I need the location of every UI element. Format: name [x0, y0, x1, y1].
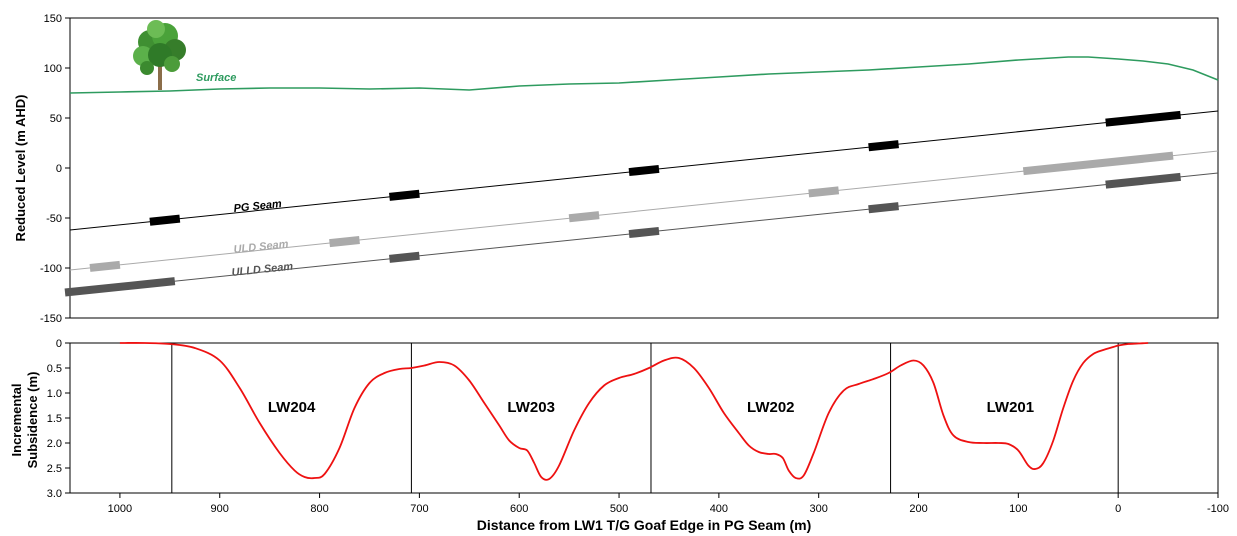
seam-marker — [389, 251, 420, 263]
reduced-level-axis-label: Reduced Level (m AHD) — [13, 95, 28, 242]
y-tick-label: 0 — [56, 338, 62, 350]
subsidence-axis-label-line1: Incremental — [9, 384, 24, 457]
x-tick-label: 300 — [810, 503, 828, 515]
surface-line — [69, 56, 1219, 94]
seam-marker — [628, 164, 660, 177]
y-tick-label: 0 — [56, 163, 62, 175]
seam-marker — [64, 277, 176, 297]
x-tick-label: 700 — [410, 503, 428, 515]
x-tick-label: 800 — [310, 503, 328, 515]
y-tick-label: 1.5 — [47, 413, 62, 425]
panel-label: LW201 — [987, 399, 1035, 416]
y-tick-label: 2.0 — [47, 438, 62, 450]
panel-label: LW202 — [747, 399, 795, 416]
y-tick-label: 50 — [50, 113, 62, 125]
subsidence-curve — [119, 342, 1149, 481]
y-tick-label: 100 — [44, 63, 62, 75]
y-tick-label: -50 — [46, 213, 62, 225]
subsidence-plot-frame — [69, 342, 1219, 494]
panel-markers — [64, 110, 1181, 297]
panel-labels: LW204 LW203 LW202 LW201 — [268, 399, 1034, 416]
cross-section-y-ticks: 150 100 50 0 -50 -100 -150 — [40, 13, 70, 325]
x-tick-label: 100 — [1009, 503, 1027, 515]
x-axis-ticks: 1000 900 800 700 600 500 400 300 200 100 0 -100 — [108, 493, 1229, 515]
seam-marker — [329, 236, 360, 248]
cross-section-panel: 150 100 50 0 -50 -100 -150 Surface PG Seam ULD… — [13, 13, 1219, 325]
seam-marker — [868, 202, 899, 214]
subsidence-y-ticks: 0 0.5 1.0 1.5 2.0 2.5 3.0 — [47, 338, 70, 500]
seam-marker — [149, 214, 181, 226]
x-tick-label: 400 — [710, 503, 728, 515]
x-tick-label: 900 — [211, 503, 229, 515]
y-tick-label: 0.5 — [47, 363, 62, 375]
y-tick-label: -150 — [40, 313, 62, 325]
seam-marker — [868, 140, 899, 152]
x-axis-label: Distance from LW1 T/G Goaf Edge in PG Se… — [477, 517, 812, 533]
y-tick-label: -100 — [40, 263, 62, 275]
pg-seam-label: PG Seam — [233, 198, 283, 215]
y-tick-label: 3.0 — [47, 488, 62, 500]
seam-marker — [389, 189, 420, 201]
x-tick-label: -100 — [1207, 503, 1229, 515]
x-tick-label: 200 — [909, 503, 927, 515]
panel-label: LW204 — [268, 399, 316, 416]
uld-seam-label: ULD Seam — [233, 238, 289, 256]
seam-marker — [628, 226, 660, 239]
y-tick-label: 150 — [44, 13, 62, 25]
seam-marker — [1022, 151, 1174, 176]
seam-marker — [1105, 172, 1181, 189]
x-tick-label: 500 — [610, 503, 628, 515]
subsidence-curve-group — [119, 342, 1149, 481]
subsidence-panel: 00.51.01.52.02.53.0 1000 900 800 700 600 500 4… — [9, 338, 1229, 533]
seam-marker — [808, 186, 840, 198]
x-tick-label: 1000 — [108, 503, 132, 515]
x-tick-label: 600 — [510, 503, 528, 515]
surface-label: Surface — [196, 72, 236, 84]
y-tick-label: 2.5 — [47, 463, 62, 475]
seam-marker — [89, 260, 121, 272]
panel-label: LW203 — [507, 399, 555, 416]
tree-icon — [133, 20, 186, 90]
y-tick-label: 1.0 — [47, 388, 62, 400]
seam-marker — [568, 211, 600, 223]
seam-marker — [1105, 110, 1181, 127]
subsidence-axis-label-line2: Subsidence (m) — [25, 372, 40, 469]
x-tick-label: 0 — [1115, 503, 1121, 515]
